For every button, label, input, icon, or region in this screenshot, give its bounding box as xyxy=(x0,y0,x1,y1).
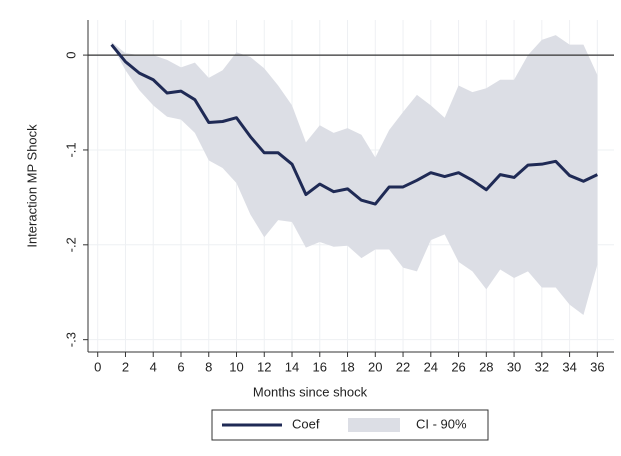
x-tick-label: 28 xyxy=(479,359,493,374)
x-tick-label: 20 xyxy=(368,359,382,374)
x-tick-label: 6 xyxy=(177,359,184,374)
x-tick-label: 4 xyxy=(150,359,157,374)
x-tick-label: 36 xyxy=(590,359,604,374)
y-tick-label: 0 xyxy=(63,51,78,58)
legend-label: Coef xyxy=(292,416,320,431)
x-tick-label: 2 xyxy=(122,359,129,374)
x-axis-label: Months since shock xyxy=(253,384,368,399)
coef-line xyxy=(110,43,598,206)
x-tick-label: 16 xyxy=(313,359,327,374)
x-tick-label: 14 xyxy=(285,359,299,374)
x-tick-label: 10 xyxy=(229,359,243,374)
y-tick-label: -.1 xyxy=(63,142,78,157)
x-tick-label: 26 xyxy=(451,359,465,374)
legend-swatch xyxy=(348,418,400,432)
x-tick-label: 18 xyxy=(340,359,354,374)
x-tick-label: 32 xyxy=(535,359,549,374)
x-tick-label: 8 xyxy=(205,359,212,374)
y-tick-label: -.2 xyxy=(63,237,78,252)
y-tick-label: -.3 xyxy=(63,332,78,347)
x-tick-label: 0 xyxy=(94,359,101,374)
confidence-band xyxy=(111,35,598,316)
x-tick-label: 22 xyxy=(396,359,410,374)
x-tick-label: 30 xyxy=(507,359,521,374)
y-axis-label: Interaction MP Shock xyxy=(24,124,39,248)
legend-label: CI - 90% xyxy=(416,416,467,431)
x-tick-label: 12 xyxy=(257,359,271,374)
x-tick-label: 24 xyxy=(424,359,438,374)
x-tick-label: 34 xyxy=(562,359,576,374)
